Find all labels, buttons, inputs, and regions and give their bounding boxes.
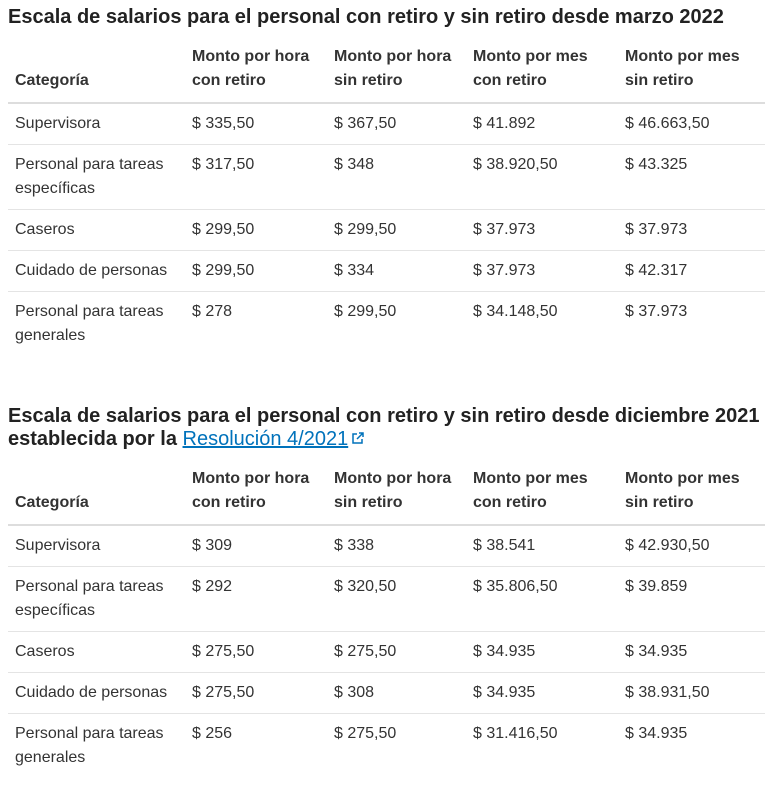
amount-cell: $ 38.920,50: [466, 144, 618, 210]
column-header: Monto por mes sin retiro: [618, 39, 765, 104]
amount-cell: $ 309: [185, 525, 327, 567]
amount-cell: $ 275,50: [334, 725, 397, 742]
amount-cell: $ 46.663,50: [618, 103, 765, 145]
amount-cell: $ 275,50: [327, 631, 466, 673]
table-row: Personal para tareas específicas $ 317,50…: [8, 144, 765, 210]
amount-cell: $ 34.935: [618, 631, 765, 673]
header-row: Categoría Monto por hora con retiro Monto …: [8, 39, 765, 104]
external-link-icon: [352, 432, 364, 444]
amount-cell: $ 38.931,50: [618, 672, 765, 714]
amount-cell: $ 42.317: [618, 250, 765, 292]
column-header: Monto por hora con retiro: [185, 39, 327, 104]
amount-cell: $ 42.930,50: [618, 525, 765, 567]
amount-cell: $ 35.806,50: [466, 566, 618, 632]
amount-cell: $ 348: [327, 144, 466, 210]
amount-cell: $ 31.416,50: [473, 725, 558, 742]
section: Escala de salarios para el personal con …: [8, 6, 765, 356]
title-text: Escala de salarios para el personal con …: [8, 6, 724, 28]
table-row: Personal para tareas generales $ 256 $ 275…: [8, 714, 765, 779]
category-cell: Caseros: [8, 631, 185, 673]
amount-cell: $ 275,50: [185, 631, 327, 673]
column-header: Categoría: [8, 39, 185, 104]
amount-cell: $ 299,50: [185, 250, 327, 292]
amount-cell: $ 34.935: [466, 672, 618, 714]
section-title: Escala de salarios para el personal con …: [8, 6, 765, 29]
amount-cell: $ 38.541: [466, 525, 618, 567]
amount-cell: $ 37.973: [625, 303, 688, 320]
column-header: Monto por hora sin retiro: [327, 39, 466, 104]
amount-cell: $ 37.973: [466, 250, 618, 292]
title-text: Escala de salarios para el personal con …: [8, 405, 760, 450]
table-row: Personal para tareas específicas $ 292 $ 3…: [8, 566, 765, 632]
table-row: Cuidado de personas $ 299,50 $ 334 $ 37.973…: [8, 250, 765, 292]
amount-cell: $ 320,50: [327, 566, 466, 632]
column-header: Monto por hora con retiro: [185, 461, 327, 526]
amount-cell: $ 278: [192, 303, 233, 320]
salary-table: Categoría Monto por hora con retiro Monto …: [8, 39, 765, 356]
section: Escala de salarios para el personal con …: [8, 405, 765, 778]
table-row: Cuidado de personas $ 275,50 $ 308 $ 34.935…: [8, 672, 765, 714]
column-header: Monto por mes sin retiro: [618, 461, 765, 526]
amount-cell: $ 275,50: [185, 672, 327, 714]
amount-cell: $ 367,50: [327, 103, 466, 145]
column-header: Categoría: [8, 461, 185, 526]
amount-cell: $ 39.859: [618, 566, 765, 632]
category-cell: Cuidado de personas: [8, 250, 185, 292]
column-header: Monto por mes con retiro: [466, 461, 618, 526]
amount-cell: $ 34.935: [625, 725, 688, 742]
table-row: Caseros $ 299,50 $ 299,50 $ 37.973 $ 37.973: [8, 209, 765, 251]
category-cell: Cuidado de personas: [8, 672, 185, 714]
column-header: Monto por hora sin retiro: [327, 461, 466, 526]
category-cell: Supervisora: [8, 525, 185, 567]
header-row: Categoría Monto por hora con retiro Monto …: [8, 461, 765, 526]
amount-cell: $ 299,50: [185, 209, 327, 251]
section-title: Escala de salarios para el personal con …: [8, 405, 765, 451]
amount-cell: $ 34.148,50: [473, 303, 558, 320]
amount-cell: $ 292: [185, 566, 327, 632]
amount-cell: $ 256: [192, 725, 233, 742]
category-cell: Personal para tareas específicas: [8, 566, 185, 632]
amount-cell: $ 43.325: [618, 144, 765, 210]
category-cell: Personal para tareas específicas: [8, 144, 185, 210]
amount-cell: $ 41.892: [466, 103, 618, 145]
amount-cell: $ 317,50: [185, 144, 327, 210]
table-row: Personal para tareas generales $ 278 $ 299…: [8, 292, 765, 357]
resolution-link[interactable]: Resolución 4/2021: [182, 428, 349, 450]
amount-cell: $ 338: [327, 525, 466, 567]
amount-cell: $ 34.935: [466, 631, 618, 673]
amount-cell: $ 334: [327, 250, 466, 292]
category-cell: Caseros: [8, 209, 185, 251]
category-cell: Personal para tareas generales: [15, 725, 164, 766]
amount-cell: $ 37.973: [618, 209, 765, 251]
amount-cell: $ 335,50: [185, 103, 327, 145]
column-header: Monto por mes con retiro: [466, 39, 618, 104]
amount-cell: $ 308: [327, 672, 466, 714]
amount-cell: $ 37.973: [466, 209, 618, 251]
table-row: Caseros $ 275,50 $ 275,50 $ 34.935 $ 34.935: [8, 631, 765, 673]
amount-cell: $ 299,50: [327, 209, 466, 251]
table-row: Supervisora $ 309 $ 338 $ 38.541 $ 42.930,50: [8, 525, 765, 567]
amount-cell: $ 299,50: [334, 303, 397, 320]
salary-table: Categoría Monto por hora con retiro Monto …: [8, 461, 765, 778]
category-cell: Personal para tareas generales: [15, 303, 164, 344]
category-cell: Supervisora: [8, 103, 185, 145]
table-row: Supervisora $ 335,50 $ 367,50 $ 41.892 $ 46.…: [8, 103, 765, 145]
